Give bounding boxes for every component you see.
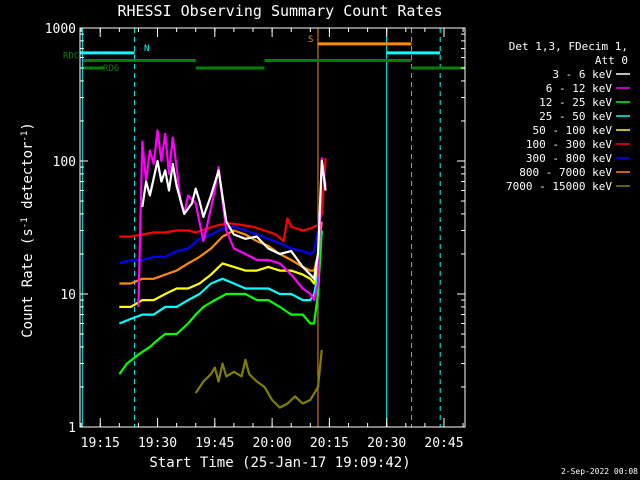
series-line-3 [118,230,323,325]
x-tick-label: 20:30 [367,436,406,451]
series-line-8 [194,349,323,409]
x-tick-label: 19:15 [81,436,120,451]
series-line-1 [137,129,327,307]
series-line-0 [141,159,327,280]
flag-label-rdc: RDC [63,51,79,61]
flag-label-rd6: RD6 [103,64,119,74]
legend-label-0: 3 - 6 keV [552,68,612,81]
legend-label-2: 12 - 25 keV [539,96,612,109]
y-tick-label: 1 [68,421,76,436]
series-line-7 [119,221,323,285]
flag-label-s: S [308,35,313,45]
legend-header-2: Att 0 [595,54,628,67]
legend-label-3: 25 - 50 keV [539,110,612,123]
x-tick-label: 19:45 [195,436,234,451]
series-line-2 [118,230,323,375]
chart-title: RHESSI Observing Summary Count Rates [117,2,442,20]
y-axis-label: Count Rate (s-1 detector-1) [20,122,36,338]
x-axis: 19:15 19:30 19:45 20:00 20:15 20:30 20:45 [80,28,464,451]
legend-label-7: 800 - 7000 keV [519,166,612,179]
x-tick-label: 20:15 [310,436,349,451]
y-axis-label-end: ) [20,122,36,130]
legend-header-1: Det 1,3, FDecim 1, [509,40,628,53]
y-axis: 1 10 100 1000 [45,22,465,436]
y-axis-label-sup2: -1 [20,131,30,142]
x-tick-label: 20:45 [424,436,463,451]
y-tick-label: 10 [60,288,76,303]
legend-label-1: 6 - 12 keV [546,82,613,95]
y-tick-label: 100 [53,155,76,170]
legend-label-8: 7000 - 15000 keV [506,180,612,193]
legend-label-6: 300 - 800 keV [526,152,612,165]
date-stamp: 2-Sep-2022 00:08 [561,467,638,476]
plot-area: N S RDC RD6 [63,28,465,427]
series-line-6 [118,190,323,265]
legend-label-4: 50 - 100 keV [533,124,613,137]
y-axis-label-sup1: -1 [20,217,30,228]
x-axis-label: Start Time (25-Jan-17 19:09:42) [149,455,410,471]
y-axis-label-main: Count Rate (s [20,228,36,338]
flag-label-n: N [144,44,149,54]
x-tick-label: 19:30 [138,436,177,451]
y-tick-label: 1000 [45,22,76,37]
y-axis-label-mid: detector [20,142,36,218]
legend-label-5: 100 - 300 keV [526,138,612,151]
x-tick-label: 20:00 [253,436,292,451]
series-line-4 [119,230,323,308]
series-line-5 [119,158,327,243]
